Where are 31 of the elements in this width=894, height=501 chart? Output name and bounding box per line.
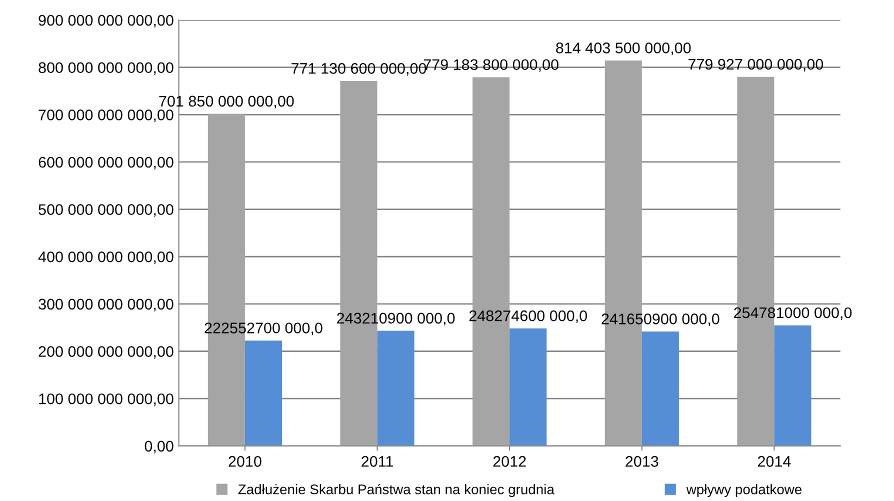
data-label: 222552700 000,0 [204,322,322,336]
y-tick-label: 300 000 000 000,00 [38,298,174,312]
bar [377,330,414,446]
y-tick-label: 800 000 000 000,00 [38,62,174,75]
legend-label: wpływy podatkowe [686,484,802,498]
y-tick-label: 0,00 [144,440,174,454]
data-label: 771 130 600 000,00 [292,63,426,76]
x-tick-label: 2013 [626,456,658,467]
data-label: 254781000 000,0 [734,307,852,320]
bar [642,332,679,446]
bar [510,328,547,446]
x-tick-label: 2010 [228,456,262,467]
bar [774,325,812,446]
y-tick-label: 500 000 000 000,00 [38,204,174,217]
y-tick-label: 100 000 000 000,00 [39,393,174,406]
data-label: 701 850 000 000,00 [159,96,294,108]
data-label: 814 403 500 000,00 [556,42,691,56]
legend-label: Zadłużenie Skarbu Państwa stan na koniec grudnia [238,484,554,498]
data-label: 243210900 000,0 [337,312,455,326]
y-tick-label: 200 000 000 000,00 [38,346,174,359]
y-tick-label: 700 000 000 000,00 [38,110,174,122]
y-tick-label: 400 000 000 000,00 [38,251,174,264]
bar [244,340,282,446]
x-tick-label: 2012 [493,456,526,467]
y-tick-label: 600 000 000 000,00 [38,156,174,170]
y-tick-label: 900 000 000 000,00 [38,14,174,28]
data-label: 779 927 000 000,00 [688,58,824,72]
x-tick-label: 2011 [362,456,393,467]
data-label: 241650900 000,0 [602,314,720,326]
data-label: 248274600 000,0 [469,310,587,324]
x-tick-label: 2014 [758,456,791,467]
